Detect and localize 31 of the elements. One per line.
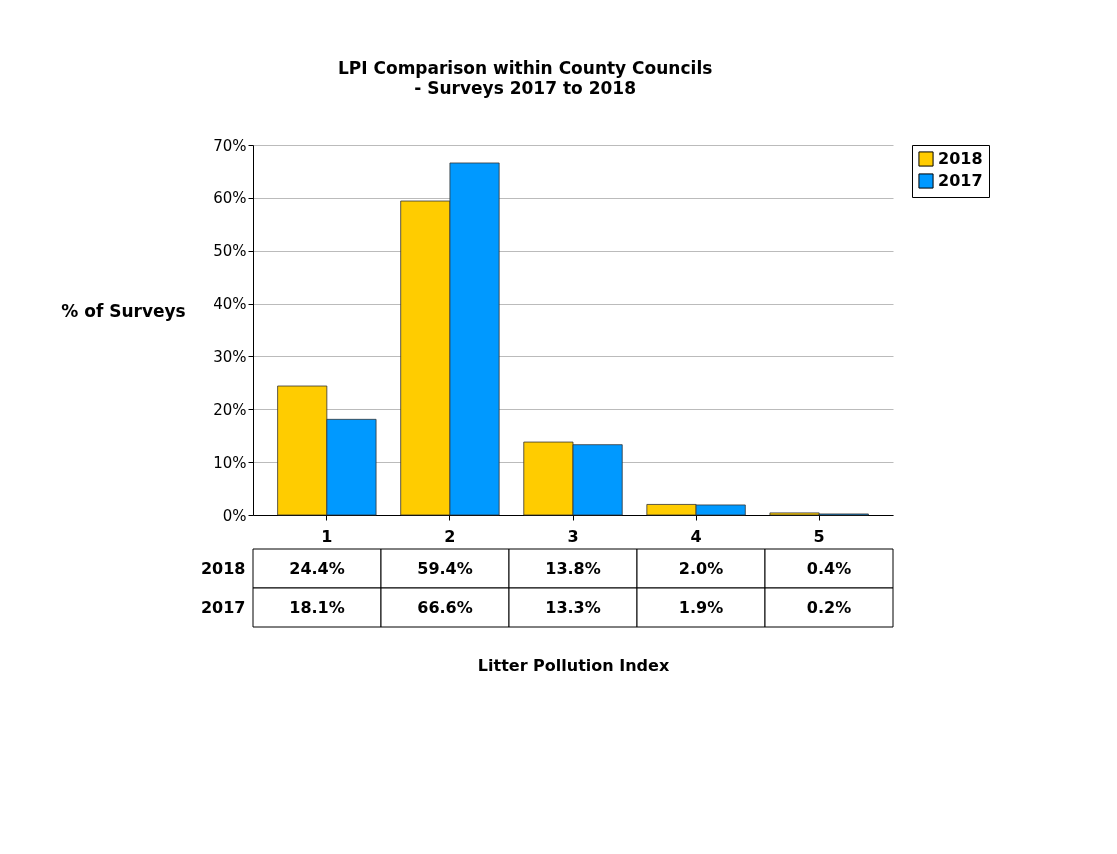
- text: Litter Pollution Index: [477, 655, 670, 675]
- y-axis-title: % of Surveys: [61, 300, 186, 321]
- x-tick-label: 4: [690, 526, 702, 546]
- data-label: 13.3%: [545, 597, 601, 617]
- legend-label: 2017: [938, 171, 983, 190]
- legend-label: 2018: [938, 149, 983, 168]
- y-tick-label: 40%: [213, 295, 247, 314]
- x-tick-label: 1: [321, 526, 333, 546]
- x-tick-label: 5: [813, 526, 825, 546]
- data-label: 2.0%: [678, 558, 724, 578]
- x-tick-label: 3: [567, 526, 579, 546]
- data-label: 0.4%: [806, 558, 852, 578]
- data-label: 1.9%: [678, 597, 724, 617]
- y-tick-label: 10%: [213, 453, 247, 472]
- data-label: 0.2%: [806, 597, 852, 617]
- y-tick-label: 60%: [213, 189, 247, 208]
- chart-title: LPI Comparison within County Councils: [337, 58, 713, 78]
- y-tick-label: 0%: [222, 506, 247, 525]
- y-tick-label: 50%: [213, 242, 247, 261]
- y-tick-label: 70%: [213, 136, 247, 155]
- y-tick-label: 20%: [213, 400, 247, 419]
- data-label: 18.1%: [289, 597, 345, 617]
- x-tick-label: 2: [444, 526, 456, 546]
- y-tick-label: 30%: [213, 347, 247, 366]
- chart-subtitle: - Surveys 2017 to 2018: [414, 78, 636, 98]
- data-label: 24.4%: [289, 558, 345, 578]
- data-label: 66.6%: [417, 597, 473, 617]
- data-label: 59.4%: [417, 558, 473, 578]
- text: 2018: [200, 558, 246, 578]
- text: 2017: [200, 597, 246, 617]
- data-label: 13.8%: [545, 558, 601, 578]
